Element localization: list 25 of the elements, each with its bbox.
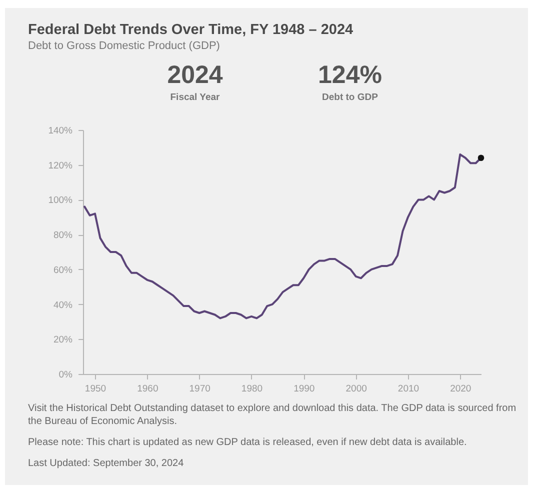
- text: Last Updated: September 30, 2024: [28, 457, 185, 470]
- text: Fiscal Year: [169, 92, 221, 103]
- x-tick-label: 2000: [346, 384, 367, 394]
- text: Please note: This chart is updated as new GDP data is released, even if new debt data is available.: [28, 436, 468, 449]
- x-tick-label: 1960: [137, 384, 158, 394]
- x-tick-label: 1980: [241, 384, 263, 394]
- y-tick-label: 120%: [48, 160, 74, 172]
- x-tick-label: 2020: [450, 384, 472, 394]
- y-tick-label: 20%: [53, 334, 74, 346]
- text: 124%: [317, 60, 383, 90]
- text: 2024: [166, 60, 224, 90]
- y-tick-label: 0%: [58, 370, 74, 380]
- y-tick-label: 40%: [53, 300, 74, 311]
- text: Visit the Historical Debt Outstanding dataset to explore and download this data. The GDP data is sourced from the Bureau of Economic Analysis.: [28, 402, 518, 428]
- y-tick-label: 80%: [53, 230, 74, 242]
- chart-title: Federal Debt Trends Over Time, FY 1948 – 2024: [28, 22, 354, 38]
- x-tick-label: 1950: [84, 384, 106, 394]
- x-tick-label: 2010: [398, 384, 420, 394]
- y-tick-label: 140%: [48, 126, 74, 136]
- x-tick-label: 1990: [294, 384, 315, 394]
- x-tick-label: 1970: [189, 384, 210, 394]
- text: Debt to GDP: [321, 92, 379, 103]
- y-tick-label: 60%: [53, 264, 74, 276]
- chart-subtitle: Debt to Gross Domestic Product (GDP): [28, 40, 220, 52]
- y-tick-label: 100%: [48, 195, 74, 206]
